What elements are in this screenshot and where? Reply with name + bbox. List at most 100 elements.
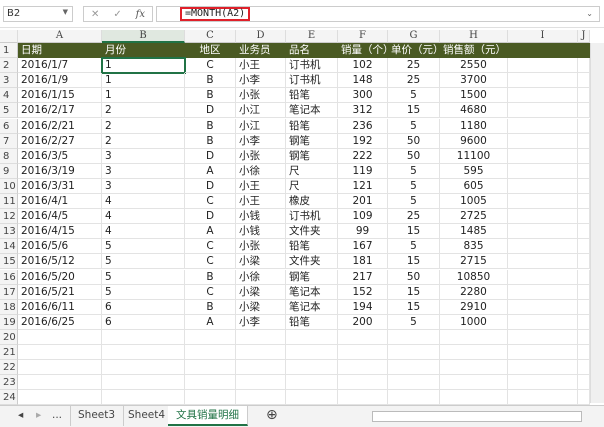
cell[interactable] <box>578 194 590 209</box>
row-header[interactable]: 13 <box>0 224 18 240</box>
row-header[interactable]: 21 <box>0 345 18 360</box>
cell[interactable]: 订书机 <box>286 209 338 225</box>
cell[interactable]: 2016/2/27 <box>18 133 102 149</box>
cell[interactable] <box>508 88 578 104</box>
cell[interactable]: 2016/5/6 <box>18 239 102 255</box>
cell[interactable] <box>578 329 590 345</box>
cell[interactable]: 5 <box>388 163 440 179</box>
cell[interactable]: 50 <box>388 148 440 164</box>
row-header[interactable]: 9 <box>0 163 18 179</box>
cell[interactable] <box>578 269 590 285</box>
row-header[interactable]: 3 <box>0 73 18 89</box>
cell[interactable]: 835 <box>440 239 508 255</box>
cell[interactable]: 小梁 <box>236 284 286 300</box>
cell[interactable]: 25 <box>388 209 440 225</box>
cell[interactable] <box>578 224 590 240</box>
cell[interactable] <box>388 375 440 391</box>
row-header[interactable]: 5 <box>0 103 18 119</box>
cell[interactable]: D <box>185 148 236 164</box>
cell[interactable]: C <box>185 58 236 74</box>
cell[interactable]: 167 <box>338 239 388 255</box>
cell[interactable]: 201 <box>338 194 388 209</box>
cell[interactable]: 6 <box>102 299 185 315</box>
cell[interactable] <box>578 148 590 164</box>
cell[interactable] <box>18 345 102 360</box>
cell[interactable]: 2016/4/1 <box>18 194 102 209</box>
row-header[interactable]: 11 <box>0 194 18 209</box>
cell[interactable]: D <box>185 209 236 225</box>
cell[interactable] <box>236 360 286 376</box>
cell[interactable]: 小王 <box>236 58 286 74</box>
cell[interactable]: 铅笔 <box>286 118 338 134</box>
row-header[interactable]: 20 <box>0 329 18 345</box>
cell[interactable] <box>508 224 578 240</box>
cell[interactable] <box>508 148 578 164</box>
cell[interactable]: 2280 <box>440 284 508 300</box>
cell[interactable]: 订书机 <box>286 58 338 74</box>
cell[interactable]: 小徐 <box>236 163 286 179</box>
row-header[interactable]: 15 <box>0 254 18 270</box>
cell[interactable]: 5 <box>102 284 185 300</box>
cell[interactable]: 6 <box>102 314 185 330</box>
cell[interactable]: 笔记本 <box>286 103 338 119</box>
cell[interactable]: A <box>185 163 236 179</box>
cell[interactable] <box>338 345 388 360</box>
cell[interactable]: 5 <box>388 178 440 194</box>
cell[interactable] <box>286 390 338 406</box>
header-cell[interactable]: 销售额（元） <box>440 43 508 58</box>
cell[interactable]: 200 <box>338 314 388 330</box>
column-header-J[interactable]: J <box>578 30 590 43</box>
cell[interactable]: 2 <box>102 103 185 119</box>
cell[interactable] <box>508 254 578 270</box>
cell[interactable]: 钢笔 <box>286 148 338 164</box>
column-header-G[interactable]: G <box>388 30 440 43</box>
cell[interactable] <box>508 103 578 119</box>
cell[interactable] <box>102 360 185 376</box>
cell[interactable]: 2 <box>102 133 185 149</box>
cell[interactable] <box>508 269 578 285</box>
cell[interactable] <box>508 209 578 225</box>
cell[interactable] <box>578 58 590 74</box>
cell[interactable] <box>578 163 590 179</box>
cell[interactable]: 50 <box>388 133 440 149</box>
cell[interactable]: 2016/1/9 <box>18 73 102 89</box>
cell[interactable]: 4 <box>102 194 185 209</box>
cell[interactable]: 300 <box>338 88 388 104</box>
cell[interactable]: 25 <box>388 73 440 89</box>
cell[interactable] <box>508 299 578 315</box>
cell[interactable] <box>388 329 440 345</box>
row-header[interactable]: 19 <box>0 314 18 330</box>
cell[interactable] <box>578 299 590 315</box>
cell[interactable]: A <box>185 314 236 330</box>
cell[interactable]: 2016/6/11 <box>18 299 102 315</box>
cell[interactable] <box>236 345 286 360</box>
cell[interactable] <box>18 390 102 406</box>
cell[interactable]: B <box>185 269 236 285</box>
cell[interactable]: 2016/1/7 <box>18 58 102 74</box>
cell[interactable] <box>508 163 578 179</box>
cell[interactable]: B <box>185 73 236 89</box>
cell[interactable] <box>508 133 578 149</box>
cell[interactable]: 小张 <box>236 88 286 104</box>
cell[interactable]: 小王 <box>236 194 286 209</box>
tab-sheet3[interactable]: Sheet3 <box>70 406 125 426</box>
cell[interactable]: 10850 <box>440 269 508 285</box>
next-sheet-icon[interactable]: ▸ <box>36 409 42 421</box>
cell[interactable]: 2725 <box>440 209 508 225</box>
cell[interactable] <box>508 194 578 209</box>
cell[interactable] <box>102 329 185 345</box>
cell[interactable]: 11100 <box>440 148 508 164</box>
cell[interactable] <box>440 360 508 376</box>
cell[interactable] <box>578 209 590 225</box>
cell[interactable] <box>440 375 508 391</box>
enter-icon[interactable]: ✓ <box>113 8 122 20</box>
cell[interactable]: 5 <box>388 88 440 104</box>
cell[interactable]: 铅笔 <box>286 88 338 104</box>
cell[interactable]: 222 <box>338 148 388 164</box>
cell[interactable]: 2550 <box>440 58 508 74</box>
cell[interactable]: 1 <box>101 57 186 75</box>
cell[interactable] <box>508 360 578 376</box>
cell[interactable]: 2016/1/15 <box>18 88 102 104</box>
prev-sheet-icon[interactable]: ◂ <box>18 409 24 421</box>
cell[interactable] <box>18 375 102 391</box>
